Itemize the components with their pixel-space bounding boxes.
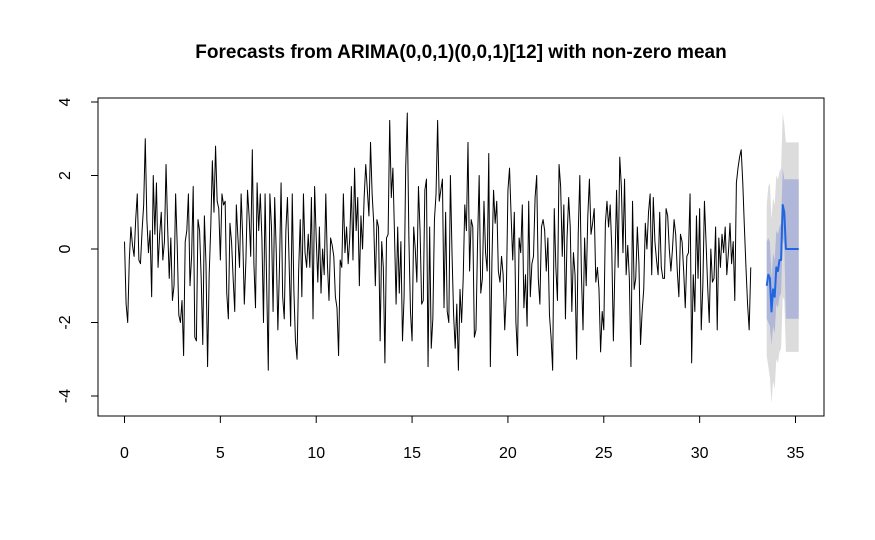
y-tick-label: -2 [57,315,74,329]
y-tick-label: 4 [57,97,74,106]
x-tick-label: 25 [595,445,613,462]
chart-title: Forecasts from ARIMA(0,0,1)(0,0,1)[12] w… [195,42,726,63]
x-tick-label: 10 [307,445,325,462]
x-tick-label: 5 [216,445,225,462]
x-tick-label: 20 [499,445,517,462]
y-tick-label: -4 [57,389,74,403]
y-tick-label: 2 [57,171,74,180]
observed-series [124,112,752,371]
x-tick-label: 0 [120,445,129,462]
y-tick-label: 0 [57,244,74,253]
forecast-mean-line [765,203,799,313]
observed-line [124,112,752,371]
forecast-mean-series [765,203,799,313]
x-tick-label: 30 [691,445,709,462]
band-80-area [766,168,799,345]
x-tick-label: 35 [787,445,805,462]
forecast-band-80 [766,168,799,345]
x-tick-label: 15 [403,445,421,462]
x-axis: 0 5 10 15 20 25 30 35 [120,415,805,462]
y-axis: -4 -2 0 2 4 [57,97,99,403]
